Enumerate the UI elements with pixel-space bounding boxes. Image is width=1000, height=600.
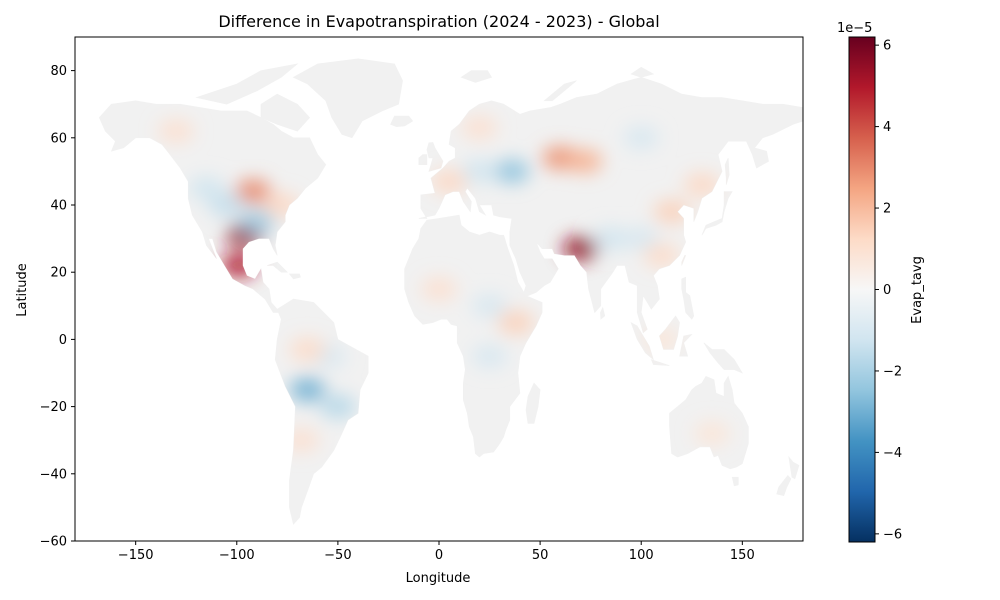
landmass-great-britain: [426, 142, 444, 172]
colorbar-tick-label: 4: [883, 120, 891, 135]
landmass-scandinavia-gap: [454, 140, 464, 156]
anomaly-patch: [234, 179, 271, 204]
anomaly-layer: [158, 115, 730, 453]
anomaly-patch: [283, 428, 320, 453]
anomaly-patch: [493, 159, 530, 184]
anomaly-patch: [289, 337, 326, 362]
y-tick-label: 20: [50, 266, 67, 281]
anomaly-patch: [431, 169, 468, 194]
landmass-novaya-zemlya: [543, 80, 577, 102]
x-tick-label: −150: [118, 548, 154, 563]
map-plot-area: [98, 58, 803, 525]
anomaly-patch: [623, 226, 660, 251]
x-tick-label: 50: [532, 548, 549, 563]
colorbar-label: Evap_tavg: [910, 256, 925, 324]
y-tick-label: −60: [40, 535, 67, 550]
landmass-svalbard: [460, 70, 493, 83]
colorbar: [848, 36, 876, 543]
anomaly-patch: [653, 199, 690, 224]
landmass-new-zealand-north: [788, 455, 800, 480]
landmass-baffin: [260, 93, 311, 132]
landmass-arctic-islands: [195, 63, 299, 105]
y-tick-label: 0: [59, 333, 67, 348]
x-tick-label: 0: [435, 548, 443, 563]
anomaly-patch: [471, 344, 508, 369]
colorbar-tick-label: −2: [883, 364, 902, 379]
x-tick-label: −50: [324, 548, 351, 563]
y-axis-label: Latitude: [15, 263, 30, 317]
x-tick-label: −100: [219, 548, 255, 563]
y-tick-label: −40: [40, 467, 67, 482]
anomaly-patch: [683, 172, 720, 197]
landmass-cuba: [267, 261, 289, 273]
anomaly-patch: [623, 125, 660, 150]
anomaly-patch: [239, 209, 275, 234]
landmass-ireland: [418, 154, 428, 165]
anomaly-patch: [471, 293, 508, 318]
anomaly-patch: [208, 193, 245, 217]
landmass-greenland: [292, 58, 403, 139]
anomaly-patch: [289, 377, 326, 402]
landmass-java: [650, 359, 670, 366]
colorbar-tick-label: −6: [883, 527, 902, 542]
x-axis-label: Longitude: [406, 571, 471, 586]
y-tick-label: 60: [50, 131, 67, 146]
chart-title: Difference in Evapotranspiration (2024 -…: [218, 12, 660, 31]
colorbar-tick-label: 6: [883, 39, 891, 54]
colorbar-ticks: −6 −4 −2 0 2 4 6: [875, 39, 902, 542]
landmass-japan: [701, 191, 733, 236]
y-tick-label: 40: [50, 199, 67, 214]
landmass-sri-lanka: [600, 306, 606, 320]
anomaly-patch: [220, 253, 257, 278]
anomaly-patch: [158, 119, 195, 144]
landmass-sumatra: [630, 321, 654, 361]
colorbar-tick-label: 2: [883, 202, 891, 217]
anomaly-patch: [566, 149, 603, 174]
landmass-philippines: [681, 276, 695, 320]
landmass-sulawesi: [679, 333, 693, 357]
anomaly-patch: [694, 421, 730, 446]
anomaly-patch: [461, 115, 498, 140]
colorbar-tick-label: −4: [883, 446, 902, 461]
landmass-tasmania: [731, 476, 739, 487]
landmass-madagascar: [525, 382, 541, 424]
x-tick-label: 150: [730, 548, 755, 563]
anomaly-patch: [643, 243, 680, 268]
colorbar-tick-label: 0: [883, 283, 891, 298]
anomaly-patch: [643, 327, 680, 352]
anomaly-patch: [562, 236, 599, 261]
landmass-iceland: [390, 115, 414, 128]
landmass-severnaya-zemlya: [630, 66, 655, 78]
y-axis-ticks: −60 −40 −20 0 20 40 60 80: [40, 64, 75, 550]
anomaly-patch: [461, 159, 498, 184]
anomaly-patch: [319, 394, 356, 419]
x-tick-label: 100: [629, 548, 654, 563]
y-tick-label: −20: [40, 400, 67, 415]
landmass-new-guinea: [703, 342, 744, 374]
landmass-new-zealand-south: [776, 475, 792, 496]
colorbar-multiplier: 1e−5: [837, 21, 872, 36]
anomaly-patch: [188, 176, 225, 201]
anomaly-patch: [421, 277, 457, 301]
anomaly-patch: [497, 310, 534, 335]
landmass-hispaniola: [288, 273, 301, 280]
landmass-sakhalin: [724, 157, 730, 185]
y-tick-label: 80: [50, 64, 67, 79]
anomaly-patch: [263, 193, 300, 217]
landmass-taiwan: [681, 255, 687, 266]
x-axis-ticks: −150 −100 −50 0 50 100 150: [118, 541, 755, 563]
anomaly-patch: [592, 226, 629, 251]
